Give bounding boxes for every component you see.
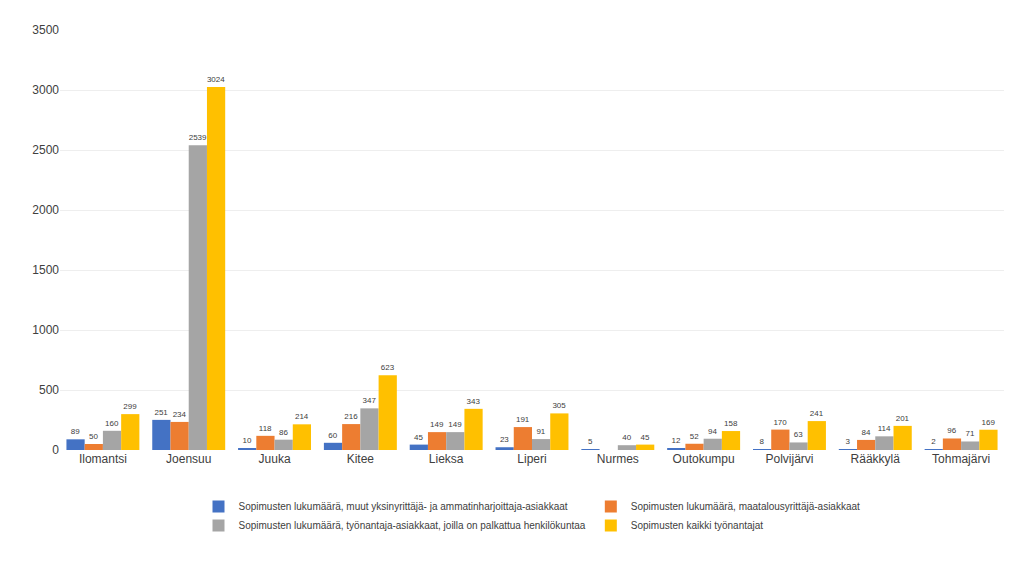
svg-text:3000: 3000 bbox=[32, 83, 59, 97]
svg-text:160: 160 bbox=[105, 419, 119, 428]
svg-text:23: 23 bbox=[500, 435, 509, 444]
svg-text:86: 86 bbox=[279, 428, 288, 437]
svg-text:Joensuu: Joensuu bbox=[166, 452, 211, 466]
svg-text:Lieksa: Lieksa bbox=[429, 452, 464, 466]
svg-text:169: 169 bbox=[981, 418, 995, 427]
svg-text:234: 234 bbox=[173, 410, 187, 419]
svg-text:Rääkkylä: Rääkkylä bbox=[851, 452, 901, 466]
svg-text:50: 50 bbox=[89, 432, 98, 441]
svg-text:2: 2 bbox=[931, 437, 936, 446]
svg-text:Sopimusten lukumäärä, muut yks: Sopimusten lukumäärä, muut yksinyrittäjä… bbox=[239, 501, 568, 512]
svg-text:45: 45 bbox=[414, 433, 423, 442]
svg-text:118: 118 bbox=[259, 424, 272, 433]
svg-text:149: 149 bbox=[448, 420, 462, 429]
svg-text:91: 91 bbox=[536, 427, 545, 436]
svg-text:Sopimusten lukumäärä, maatalou: Sopimusten lukumäärä, maatalousyrittäjä-… bbox=[631, 501, 860, 512]
svg-text:216: 216 bbox=[344, 412, 358, 421]
svg-text:96: 96 bbox=[947, 426, 956, 435]
svg-text:10: 10 bbox=[242, 436, 251, 445]
svg-text:8: 8 bbox=[760, 437, 765, 446]
svg-text:1000: 1000 bbox=[32, 323, 59, 337]
svg-text:305: 305 bbox=[552, 401, 566, 410]
svg-text:114: 114 bbox=[878, 424, 891, 433]
svg-text:84: 84 bbox=[861, 428, 870, 437]
svg-text:241: 241 bbox=[810, 409, 824, 418]
svg-text:71: 71 bbox=[965, 429, 974, 438]
svg-text:0: 0 bbox=[52, 443, 59, 457]
svg-text:343: 343 bbox=[467, 397, 481, 406]
svg-text:89: 89 bbox=[71, 427, 80, 436]
svg-text:Sopimusten lukumäärä, työnanta: Sopimusten lukumäärä, työnantaja-asiakka… bbox=[239, 520, 586, 531]
svg-text:623: 623 bbox=[381, 363, 395, 372]
svg-text:Sopimusten kaikki työnantajat: Sopimusten kaikki työnantajat bbox=[631, 520, 764, 531]
svg-text:Polvijärvi: Polvijärvi bbox=[765, 452, 813, 466]
svg-text:40: 40 bbox=[622, 433, 631, 442]
svg-text:63: 63 bbox=[794, 430, 803, 439]
svg-text:Ilomantsi: Ilomantsi bbox=[79, 452, 127, 466]
svg-text:158: 158 bbox=[724, 419, 738, 428]
svg-text:5: 5 bbox=[588, 437, 593, 446]
svg-text:2500: 2500 bbox=[32, 143, 59, 157]
svg-text:Outokumpu: Outokumpu bbox=[673, 452, 735, 466]
svg-text:3024: 3024 bbox=[207, 75, 225, 84]
svg-text:170: 170 bbox=[773, 418, 787, 427]
svg-text:201: 201 bbox=[896, 414, 910, 423]
svg-text:2539: 2539 bbox=[189, 133, 207, 142]
svg-text:94: 94 bbox=[708, 427, 717, 436]
svg-text:251: 251 bbox=[154, 408, 168, 417]
svg-text:149: 149 bbox=[430, 420, 444, 429]
svg-text:45: 45 bbox=[640, 433, 649, 442]
svg-text:Juuka: Juuka bbox=[259, 452, 291, 466]
svg-text:2000: 2000 bbox=[32, 203, 59, 217]
svg-text:500: 500 bbox=[39, 383, 59, 397]
svg-text:Tohmajärvi: Tohmajärvi bbox=[932, 452, 990, 466]
svg-text:3500: 3500 bbox=[32, 23, 59, 37]
svg-text:1500: 1500 bbox=[32, 263, 59, 277]
svg-text:Liperi: Liperi bbox=[517, 452, 546, 466]
svg-text:214: 214 bbox=[295, 412, 309, 421]
svg-text:3: 3 bbox=[845, 437, 850, 446]
svg-text:52: 52 bbox=[690, 432, 699, 441]
svg-text:299: 299 bbox=[123, 402, 137, 411]
svg-text:60: 60 bbox=[328, 431, 337, 440]
svg-text:12: 12 bbox=[672, 436, 681, 445]
svg-text:Kitee: Kitee bbox=[347, 452, 375, 466]
svg-text:Nurmes: Nurmes bbox=[597, 452, 639, 466]
svg-text:191: 191 bbox=[516, 415, 530, 424]
svg-text:347: 347 bbox=[363, 396, 377, 405]
